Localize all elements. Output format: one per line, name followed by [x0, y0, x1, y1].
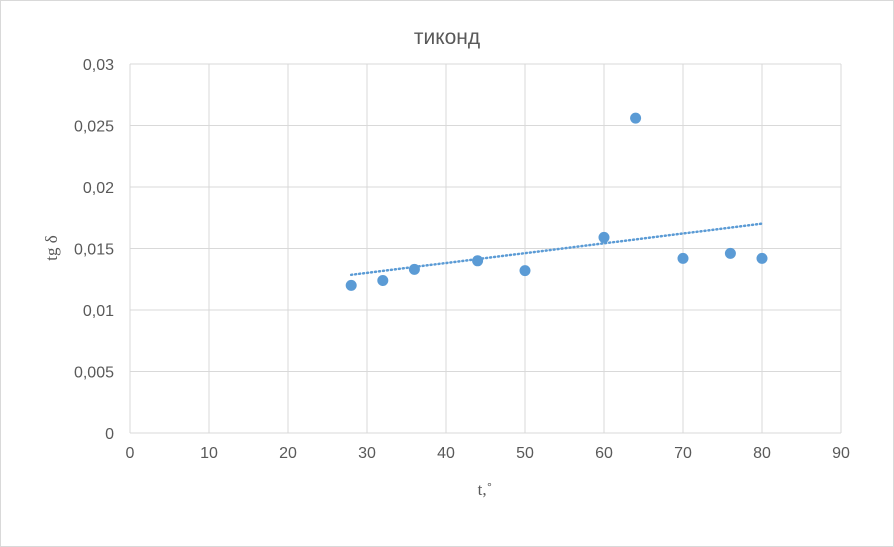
- data-point: [472, 255, 484, 267]
- x-tick-label: 40: [437, 445, 455, 462]
- data-point: [377, 274, 389, 286]
- data-point: [598, 231, 610, 243]
- data-point: [724, 247, 736, 259]
- y-axis-label: tg δ: [42, 235, 61, 260]
- x-tick-label: 80: [753, 445, 771, 462]
- data-point: [408, 263, 420, 275]
- x-tick-label: 60: [595, 445, 613, 462]
- chart-title: тиконд: [414, 26, 480, 49]
- x-tick-label: 90: [832, 445, 850, 462]
- y-tick-label: 0,025: [74, 119, 114, 136]
- y-tick-label: 0,01: [83, 303, 114, 320]
- x-axis-label: t,˚: [478, 480, 493, 499]
- data-point: [519, 265, 531, 277]
- trendline: [349, 222, 764, 277]
- y-tick-label: 0,03: [83, 57, 114, 74]
- x-tick-label: 70: [674, 445, 692, 462]
- y-tick-label: 0,005: [74, 365, 114, 382]
- data-point: [756, 252, 768, 264]
- data-point: [630, 112, 642, 124]
- data-point: [345, 279, 357, 291]
- data-point: [677, 252, 689, 264]
- x-tick-label: 10: [200, 445, 218, 462]
- y-tick-label: 0,02: [83, 180, 114, 197]
- x-tick-label: 50: [516, 445, 534, 462]
- x-tick-label: 20: [279, 445, 297, 462]
- x-tick-label: 30: [358, 445, 376, 462]
- y-tick-label: 0: [105, 426, 114, 443]
- y-tick-label: 0,015: [74, 242, 114, 259]
- x-tick-label: 0: [126, 445, 135, 462]
